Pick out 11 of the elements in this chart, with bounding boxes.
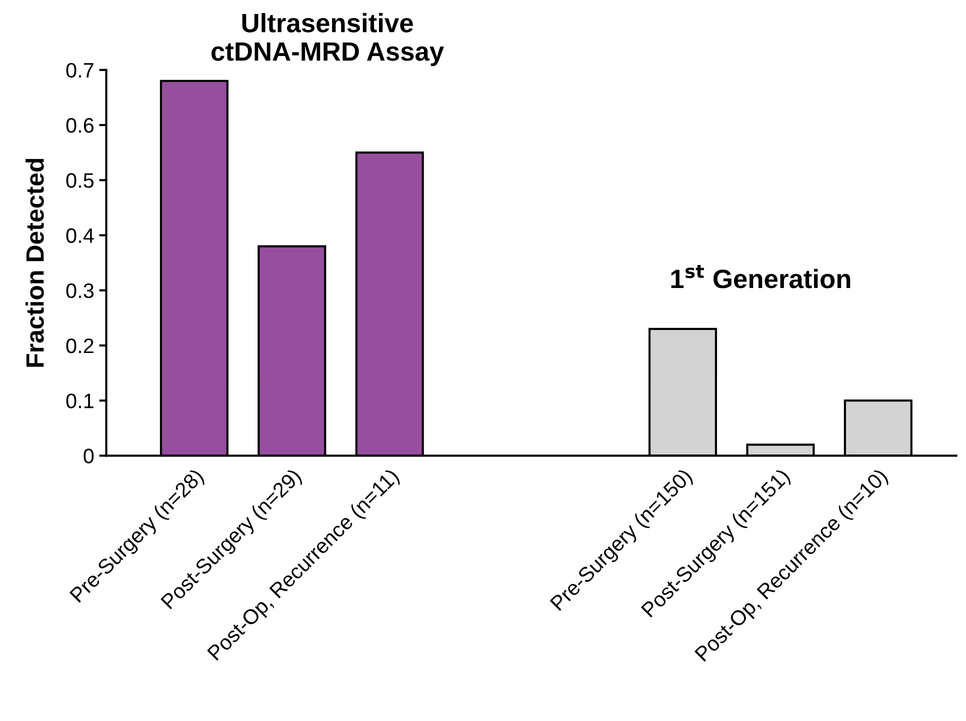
y-tick-label: 0 [84, 448, 94, 464]
text: Ultrasensitive ctDNA-MRD Assay [212, 13, 444, 66]
y-tick-label: 0.2 [66, 338, 94, 354]
y-tick-label: 0.6 [66, 118, 94, 133]
y-tick-label: 0.3 [66, 283, 94, 298]
y-axis-title: Fraction Detected [26, 158, 44, 367]
y-tick-label: 0.7 [66, 62, 94, 78]
y-tick-label: 0.4 [66, 228, 94, 244]
y-tick-label: 0.1 [66, 394, 94, 408]
annotation: 1$^{st}$ Generation [671, 264, 850, 288]
y-tick-label: 0.5 [66, 173, 94, 188]
